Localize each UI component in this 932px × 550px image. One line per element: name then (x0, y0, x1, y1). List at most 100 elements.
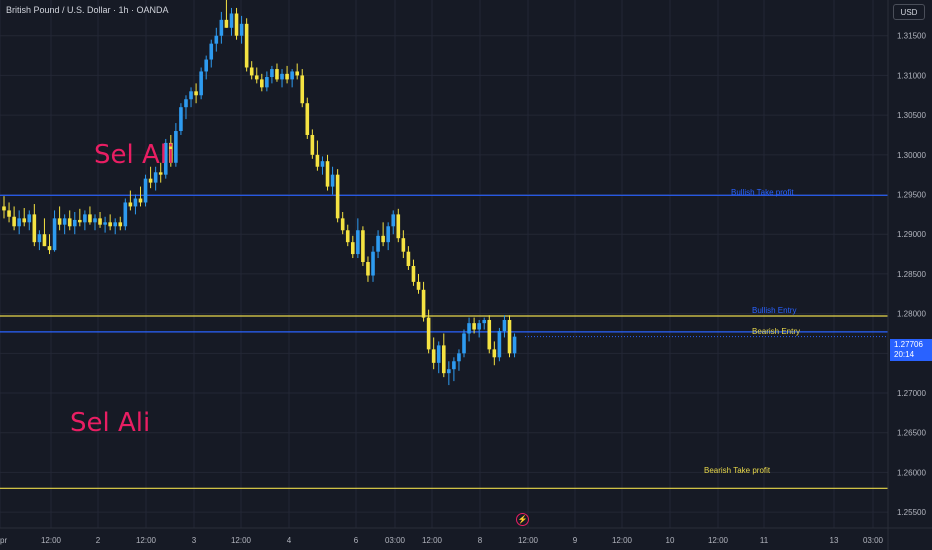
time-tick-label: 12:00 (231, 536, 252, 545)
candle-body (234, 13, 239, 36)
time-axis[interactable]: pr 12:00 2 12:00 3 12:00 4 6 03:00 12:00 8 12:00 9 12… (0, 536, 884, 545)
last-price-value: 1.27706 (894, 340, 923, 349)
candle-body (280, 73, 284, 80)
candle-body (37, 234, 42, 243)
candle-body (447, 369, 451, 374)
candle-body (325, 161, 330, 187)
candle-body (138, 198, 143, 203)
candle-body (492, 349, 497, 358)
candle-body (27, 214, 32, 223)
candle-body (224, 19, 229, 28)
price-axis[interactable]: 1.255001.260001.265001.270001.275001.280… (897, 32, 926, 517)
candle-body (290, 71, 294, 80)
time-tick-label: 03:00 (863, 536, 884, 545)
time-tick-label: 10 (666, 536, 675, 545)
candle-body (350, 242, 355, 255)
candle-body (184, 99, 188, 108)
time-tick-label: 2 (96, 536, 101, 545)
candle-body (310, 134, 315, 155)
time-tick-label: 12:00 (41, 536, 62, 545)
candle-body (416, 281, 421, 290)
candle-body (148, 178, 153, 183)
candle-body (411, 265, 416, 282)
candle-body (67, 218, 72, 227)
candle-body (123, 202, 128, 227)
price-tick-label: 1.29000 (897, 230, 926, 239)
candle-body (295, 71, 299, 76)
candle-body (42, 234, 47, 247)
price-tick-label: 1.27000 (897, 389, 926, 398)
candle-body (204, 59, 208, 72)
candle-body (169, 142, 173, 163)
price-tick-label: 1.31000 (897, 71, 926, 80)
candle-body (153, 172, 158, 183)
candle-body (270, 69, 274, 78)
candle-body (497, 331, 502, 358)
candle-body (98, 218, 102, 225)
candle-body (421, 289, 426, 318)
candle-body (174, 131, 178, 163)
candle-body (72, 219, 77, 227)
watermark-text: Sel Ali (70, 408, 151, 438)
candle-body (179, 107, 183, 132)
time-tick-label: 12:00 (422, 536, 443, 545)
time-tick-label: 03:00 (385, 536, 406, 545)
time-tick-label: 13 (830, 536, 839, 545)
currency-button[interactable]: USD (893, 4, 925, 20)
candle-body (93, 218, 97, 223)
candle-body (482, 319, 487, 324)
price-tick-label: 1.31500 (897, 32, 926, 41)
candle-body (214, 35, 219, 44)
candle-body (199, 71, 203, 96)
candle-body (108, 222, 112, 227)
candle-body (133, 198, 138, 207)
last-price-badge: 1.27706 20:14 (890, 339, 932, 361)
price-tick-label: 1.29500 (897, 191, 926, 200)
candle-body (406, 251, 411, 266)
candle-body (78, 219, 82, 223)
time-tick-label: 12:00 (612, 536, 633, 545)
candle-body (260, 79, 264, 88)
candle-body (340, 218, 345, 231)
candle-body (229, 13, 234, 28)
candle-body (249, 67, 254, 76)
time-tick-label: 12:00 (708, 536, 729, 545)
time-tick-label: 8 (478, 536, 483, 545)
candle-body (330, 174, 335, 187)
candle-body (52, 218, 57, 251)
candle-body (396, 214, 401, 239)
candle-body (305, 103, 310, 135)
candle-body (7, 210, 11, 217)
price-tick-label: 1.25500 (897, 508, 926, 517)
candle-body (118, 222, 123, 227)
candle-body (487, 319, 492, 350)
candle-body (83, 214, 87, 223)
time-tick-label: 9 (573, 536, 578, 545)
candle-body (315, 154, 320, 167)
candle-body (209, 43, 214, 60)
lightning-icon[interactable]: ⚡ (516, 513, 529, 526)
candle-body (143, 178, 148, 203)
time-tick-label: 4 (287, 536, 292, 545)
candle-body (361, 230, 365, 263)
candle-body (62, 218, 67, 225)
candle-body (472, 323, 476, 330)
candle-body (335, 174, 340, 219)
symbol-title[interactable]: British Pound / U.S. Dollar · 1h · OANDA (6, 5, 169, 15)
candle-body (426, 317, 431, 350)
candle-body (477, 323, 481, 330)
candle-body (386, 226, 390, 243)
candle-body (457, 353, 461, 362)
candle-body (275, 69, 279, 80)
candle-body (88, 214, 92, 223)
candle-body (512, 336, 517, 354)
candle-body (163, 142, 168, 175)
candle-body (103, 222, 107, 225)
level-label-bullish-entry: Bullish Entry (752, 306, 797, 315)
candle-body (2, 206, 6, 211)
candle-body (113, 222, 118, 227)
time-tick-label: pr (0, 536, 7, 545)
candle-body (371, 251, 375, 276)
candle-body (128, 202, 133, 207)
